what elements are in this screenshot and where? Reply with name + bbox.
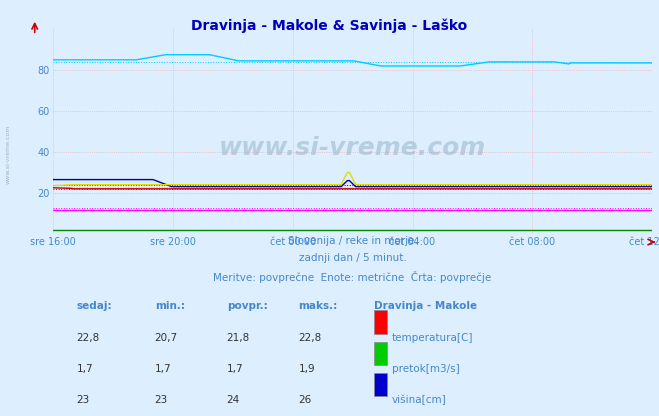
Text: maks.:: maks.: [299,302,338,312]
Text: 26: 26 [299,395,312,405]
Text: Dravinja - Makole & Savinja - Laško: Dravinja - Makole & Savinja - Laško [191,19,468,33]
Bar [374,342,387,365]
Bar [374,373,387,396]
Text: pretok[m3/s]: pretok[m3/s] [391,364,459,374]
Text: 1,7: 1,7 [76,364,94,374]
Text: 1,9: 1,9 [299,364,315,374]
Text: Dravinja - Makole: Dravinja - Makole [374,302,476,312]
Text: povpr.:: povpr.: [227,302,268,312]
Text: Meritve: povprečne  Enote: metrične  Črta: povprečje: Meritve: povprečne Enote: metrične Črta:… [214,271,492,283]
Bar [374,310,387,334]
Text: 22,8: 22,8 [76,333,100,343]
Text: sedaj:: sedaj: [76,302,112,312]
Text: www.si-vreme.com: www.si-vreme.com [219,136,486,160]
Text: 1,7: 1,7 [227,364,243,374]
Text: 23: 23 [76,395,90,405]
Text: višina[cm]: višina[cm] [391,395,446,405]
Text: 20,7: 20,7 [155,333,178,343]
Text: 22,8: 22,8 [299,333,322,343]
Text: Slovenija / reke in morje.: Slovenija / reke in morje. [287,235,418,245]
Text: 24: 24 [227,395,240,405]
Text: 21,8: 21,8 [227,333,250,343]
Text: www.si-vreme.com: www.si-vreme.com [6,124,11,184]
Text: min.:: min.: [155,302,185,312]
Text: 23: 23 [155,395,168,405]
Text: 1,7: 1,7 [155,364,171,374]
Text: temperatura[C]: temperatura[C] [391,333,473,343]
Text: zadnji dan / 5 minut.: zadnji dan / 5 minut. [299,253,407,263]
